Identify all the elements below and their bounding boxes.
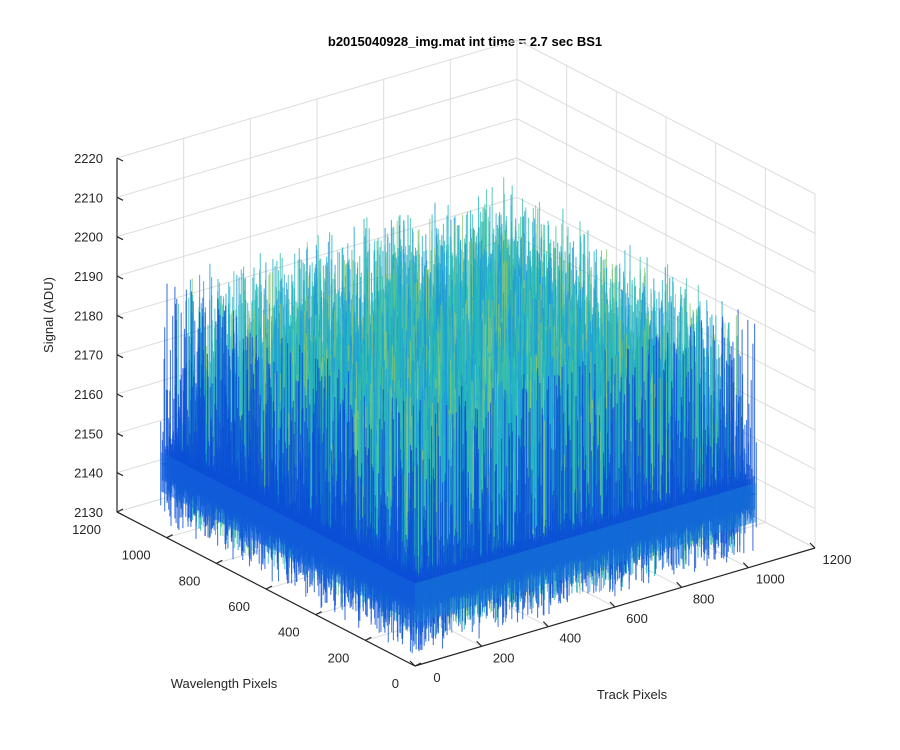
back-wall-grid-line (116, 157, 518, 277)
back-wall-grid-line (116, 118, 518, 238)
side-wall-grid-line (516, 118, 816, 274)
side-wall-grid-line (516, 78, 816, 234)
side-wall-grid-line (516, 236, 816, 392)
side-wall-grid-line (516, 157, 816, 313)
side-wall-grid-line (516, 196, 816, 352)
back-wall-grid-line (116, 39, 518, 159)
side-wall-grid-line (516, 39, 816, 195)
surface (160, 177, 757, 654)
back-wall-grid-line (116, 78, 518, 198)
chart-title: b2015040928_img.mat int time = 2.7 sec B… (328, 34, 602, 49)
